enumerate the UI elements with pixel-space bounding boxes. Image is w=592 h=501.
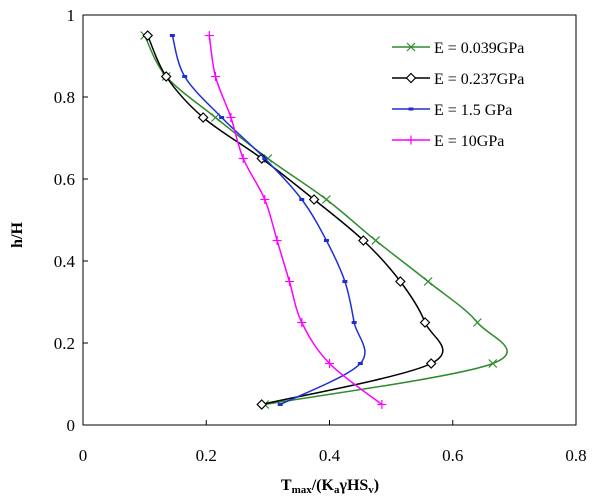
x-tick-label: 0.6 (442, 446, 463, 465)
data-point-marker (142, 30, 154, 41)
data-point-marker (210, 72, 220, 81)
x-title-sub-a: a (334, 484, 340, 496)
legend: E = 0.039GPa E = 0.237GPa E = 1.5 GPa E = 1… (392, 40, 524, 150)
x-tick-label: 0.2 (196, 446, 217, 465)
series-line (143, 35, 508, 406)
y-tick-label: 0.4 (54, 252, 76, 271)
legend-entry: E = 0.039GPa (392, 40, 524, 57)
series-line (208, 35, 383, 406)
data-point-marker (488, 359, 498, 368)
x-tick-label: 0 (79, 446, 88, 465)
legend-entry: E = 1.5 GPa (392, 102, 512, 119)
data-point-marker (371, 236, 381, 245)
data-point-marker (197, 112, 209, 123)
series-2 (142, 30, 444, 410)
legend-entry: E = 0.237GPa (392, 71, 524, 88)
series-layer (140, 30, 508, 410)
y-tick-label: 1 (67, 6, 76, 25)
x-title-close: ) (374, 477, 379, 494)
data-point-marker (284, 277, 294, 286)
data-point-marker (297, 318, 307, 327)
legend-entry: E = 10GPa (392, 133, 504, 150)
data-point-marker (395, 276, 406, 287)
data-point-marker (308, 194, 320, 205)
legend-label: E = 1.5 GPa (434, 102, 512, 119)
data-point-marker (325, 359, 334, 368)
data-point-marker (204, 31, 214, 40)
data-point-marker (406, 42, 416, 52)
x-title-mid: /(K (311, 477, 335, 494)
series-4 (204, 31, 387, 409)
data-point-marker (472, 318, 482, 327)
series-3 (169, 34, 366, 406)
data-point-marker (160, 71, 172, 82)
x-title-main: T (281, 477, 292, 494)
y-axis-title: h/H (9, 222, 26, 248)
x-title-sub-max: max (292, 484, 313, 496)
data-point-marker (358, 235, 369, 246)
legend-label: E = 0.237GPa (434, 71, 524, 88)
series-line (171, 35, 366, 406)
data-point-marker (321, 195, 331, 204)
data-point-marker (425, 358, 437, 369)
legend-label: E = 0.039GPa (434, 40, 524, 57)
axes: 0 0.2 0.4 0.6 0.8 0 0.2 0.4 0.6 0.8 1 (54, 6, 587, 465)
data-point-marker (377, 400, 387, 409)
data-point-marker (256, 399, 268, 410)
series-line (147, 35, 444, 406)
y-tick-label: 0.2 (54, 334, 75, 353)
data-point-marker (419, 317, 431, 328)
data-point-marker (406, 135, 416, 145)
data-point-marker (260, 195, 270, 204)
y-tick-label: 0.6 (54, 170, 75, 189)
legend-label: E = 10GPa (434, 133, 504, 150)
x-tick-label: 0.4 (319, 446, 341, 465)
x-tick-label: 0.8 (565, 446, 586, 465)
x-title-tail: HS (347, 477, 368, 494)
data-point-marker (423, 277, 433, 286)
x-axis-title: Tmax/(KaγHSv) (281, 477, 379, 496)
y-tick-label: 0.8 (54, 88, 75, 107)
series-1 (140, 31, 508, 409)
x-title-gamma: γ (338, 477, 347, 494)
y-tick-label: 0 (67, 416, 76, 435)
data-point-marker (405, 72, 417, 84)
data-point-marker (272, 236, 282, 245)
x-title-sub-v: v (368, 484, 374, 496)
data-point-marker (226, 113, 236, 122)
data-point-marker (238, 154, 248, 163)
